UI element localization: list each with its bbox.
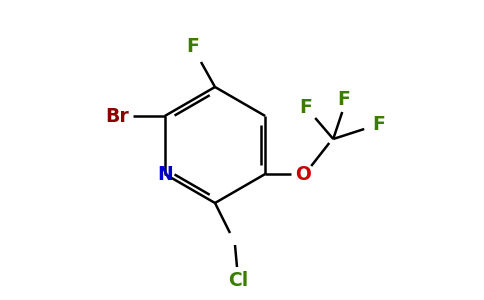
Text: N: N	[157, 164, 173, 184]
Text: F: F	[299, 98, 312, 116]
Text: Br: Br	[105, 106, 129, 125]
Text: O: O	[295, 164, 311, 184]
Text: F: F	[372, 115, 385, 134]
Text: F: F	[186, 38, 199, 56]
Text: Cl: Cl	[228, 271, 248, 290]
Text: F: F	[337, 89, 349, 109]
